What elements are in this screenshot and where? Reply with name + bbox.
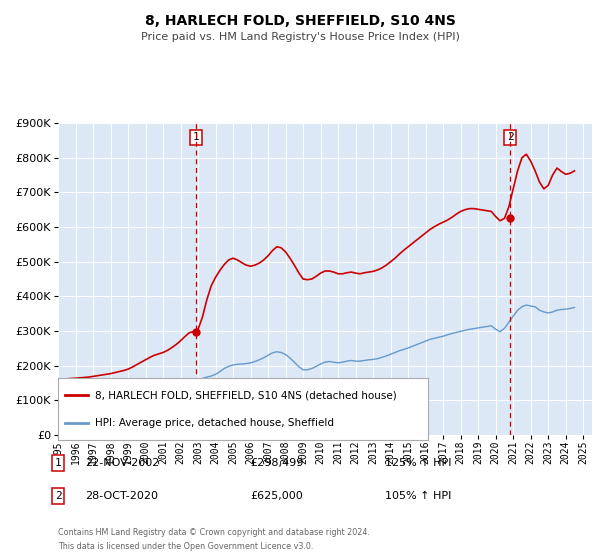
Text: 28-OCT-2020: 28-OCT-2020 xyxy=(85,491,158,501)
Text: Contains HM Land Registry data © Crown copyright and database right 2024.: Contains HM Land Registry data © Crown c… xyxy=(58,528,370,537)
Text: This data is licensed under the Open Government Licence v3.0.: This data is licensed under the Open Gov… xyxy=(58,542,313,551)
Text: 8, HARLECH FOLD, SHEFFIELD, S10 4NS: 8, HARLECH FOLD, SHEFFIELD, S10 4NS xyxy=(145,14,455,28)
Text: 2: 2 xyxy=(507,132,514,142)
Text: 2: 2 xyxy=(55,491,61,501)
Text: 8, HARLECH FOLD, SHEFFIELD, S10 4NS (detached house): 8, HARLECH FOLD, SHEFFIELD, S10 4NS (det… xyxy=(95,390,397,400)
Text: 1: 1 xyxy=(55,458,61,468)
Text: Price paid vs. HM Land Registry's House Price Index (HPI): Price paid vs. HM Land Registry's House … xyxy=(140,32,460,42)
Text: 1: 1 xyxy=(193,132,200,142)
Text: 22-NOV-2002: 22-NOV-2002 xyxy=(85,458,160,468)
Text: HPI: Average price, detached house, Sheffield: HPI: Average price, detached house, Shef… xyxy=(95,418,334,428)
Text: £298,499: £298,499 xyxy=(250,458,304,468)
Text: 125% ↑ HPI: 125% ↑ HPI xyxy=(385,458,452,468)
Text: 105% ↑ HPI: 105% ↑ HPI xyxy=(385,491,451,501)
Text: £625,000: £625,000 xyxy=(250,491,303,501)
